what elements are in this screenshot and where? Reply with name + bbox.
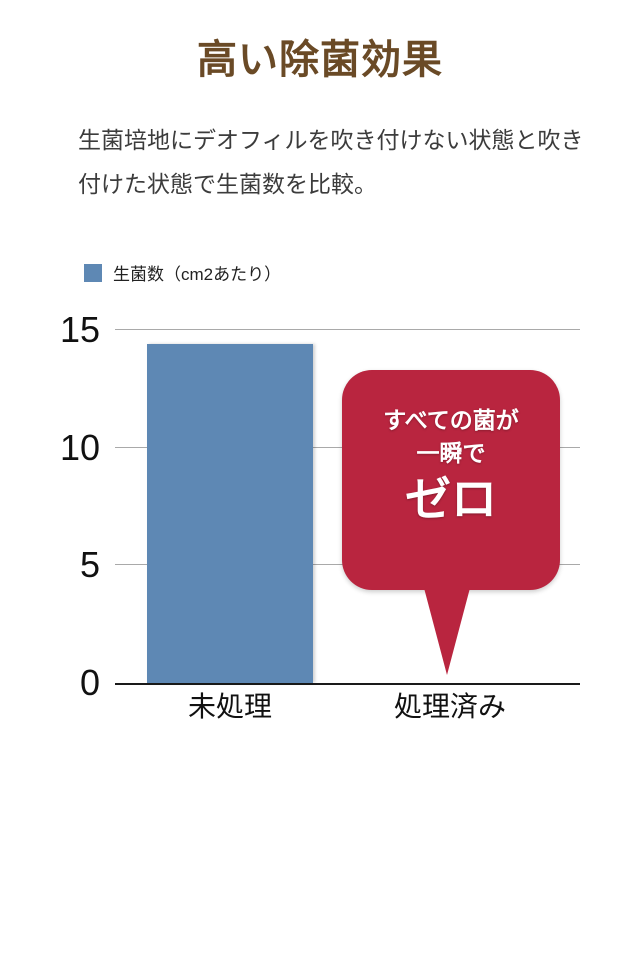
legend-swatch-icon bbox=[84, 263, 102, 282]
callout-tail bbox=[424, 588, 470, 675]
legend-label: 生菌数（cm2あたり） bbox=[113, 265, 282, 284]
bar-untreated bbox=[147, 344, 313, 683]
x-label-untreated: 未処理 bbox=[187, 691, 272, 722]
callout-line-2: 一瞬で bbox=[416, 440, 486, 466]
y-tick-0: 0 bbox=[79, 662, 100, 703]
y-tick-10: 10 bbox=[59, 426, 100, 468]
gridline-15 bbox=[115, 329, 580, 330]
page-title: 高い除菌効果 bbox=[197, 37, 443, 82]
y-tick-5: 5 bbox=[79, 544, 100, 586]
plot-area: すべての菌が 一瞬で ゼロ bbox=[115, 329, 580, 685]
callout-line-3: ゼロ bbox=[405, 473, 497, 525]
chart-description: 生菌培地にデオフィルを吹き付けない状態と吹き付けた状態で生菌数を比較。 bbox=[78, 127, 584, 197]
chart-legend: 生菌数（cm2あたり） bbox=[84, 260, 281, 285]
zero-callout: すべての菌が 一瞬で ゼロ bbox=[342, 370, 560, 590]
x-label-treated: 処理済み bbox=[393, 691, 506, 722]
callout-line-1: すべての菌が bbox=[383, 407, 519, 433]
bar-chart: すべての菌が 一瞬で ゼロ 未処理 処理済み 0 5 10 15 bbox=[0, 300, 640, 740]
y-tick-15: 15 bbox=[59, 309, 100, 350]
